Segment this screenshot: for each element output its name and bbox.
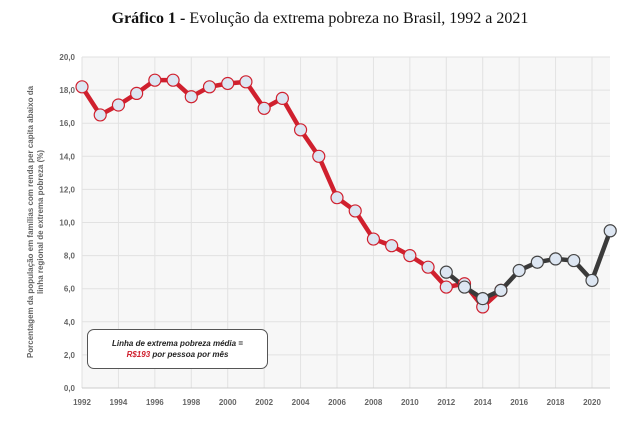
data-point [494, 283, 508, 297]
data-point [93, 108, 107, 122]
data-point [293, 123, 308, 137]
data-point [366, 232, 381, 246]
data-point [439, 265, 453, 279]
y-tick-label: 6,0 [64, 285, 76, 294]
y-tick-label: 14,0 [59, 152, 75, 161]
x-tick-label: 2004 [292, 398, 310, 407]
data-point [530, 255, 544, 269]
y-axis-label-line: Porcentagem da população em famílias com… [26, 85, 35, 358]
y-tick-label: 20,0 [59, 53, 75, 62]
data-point [421, 260, 435, 274]
data-point [202, 80, 217, 94]
data-point [330, 191, 344, 205]
chart-title: Gráfico 1 - Evolução da extrema pobreza … [0, 10, 640, 28]
data-point [585, 273, 599, 288]
y-tick-label: 4,0 [64, 318, 76, 327]
data-point [312, 149, 326, 163]
annotation-box: Linha de extrema pobreza média = R$193 p… [87, 329, 268, 369]
y-tick-label: 0,0 [64, 384, 76, 393]
y-tick-label: 16,0 [59, 119, 75, 128]
y-tick-label: 2,0 [64, 351, 76, 360]
data-point [403, 249, 417, 263]
data-point [439, 280, 453, 294]
series-line-2 [444, 230, 613, 301]
y-tick-label: 8,0 [64, 252, 76, 261]
annotation-value: R$193 [126, 350, 151, 359]
y-tick-label: 10,0 [59, 219, 75, 228]
title-prefix: Gráfico 1 - [111, 10, 186, 27]
data-point [548, 252, 563, 266]
data-point [457, 280, 472, 294]
x-tick-label: 2020 [583, 398, 601, 407]
x-tick-label: 2000 [219, 398, 237, 407]
data-point [184, 90, 198, 104]
y-tick-label: 18,0 [59, 86, 75, 95]
x-tick-label: 2014 [474, 398, 492, 407]
x-tick-label: 1998 [182, 398, 200, 407]
annotation-line1: Linha de extrema pobreza média = [112, 339, 243, 348]
x-tick-label: 2012 [437, 398, 455, 407]
y-axis-label-line: linha regional de extrema pobreza (%) [36, 150, 45, 294]
data-point [148, 73, 162, 87]
x-tick-label: 2002 [255, 398, 273, 407]
x-tick-label: 2016 [510, 398, 528, 407]
data-point [348, 204, 362, 218]
data-point [75, 80, 89, 94]
data-point [385, 239, 399, 253]
x-tick-label: 2010 [401, 398, 419, 407]
x-tick-label: 1992 [73, 398, 91, 407]
x-tick-label: 2018 [547, 398, 565, 407]
data-point [239, 75, 253, 89]
data-point [567, 253, 581, 268]
y-tick-label: 12,0 [59, 185, 75, 194]
data-point [221, 76, 235, 91]
title-text: Evolução da extrema pobreza no Brasil, 1… [189, 10, 529, 27]
data-point [476, 292, 490, 306]
data-point [512, 263, 526, 278]
x-tick-label: 2008 [365, 398, 383, 407]
data-point [257, 101, 271, 115]
data-point [275, 91, 289, 105]
annotation-line2: por pessoa por mês [152, 350, 229, 359]
data-point [166, 73, 180, 87]
data-point [603, 224, 617, 238]
data-point [130, 86, 144, 101]
x-tick-label: 1994 [110, 398, 128, 407]
data-point [111, 98, 126, 112]
x-tick-label: 2006 [328, 398, 346, 407]
y-axis-label: Porcentagem da população em famílias com… [26, 85, 45, 358]
x-tick-label: 1996 [146, 398, 164, 407]
